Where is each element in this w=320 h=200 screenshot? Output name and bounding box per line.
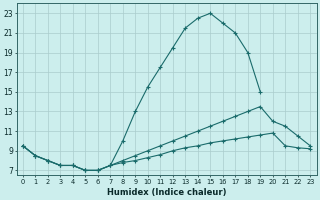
X-axis label: Humidex (Indice chaleur): Humidex (Indice chaleur) [107, 188, 226, 197]
